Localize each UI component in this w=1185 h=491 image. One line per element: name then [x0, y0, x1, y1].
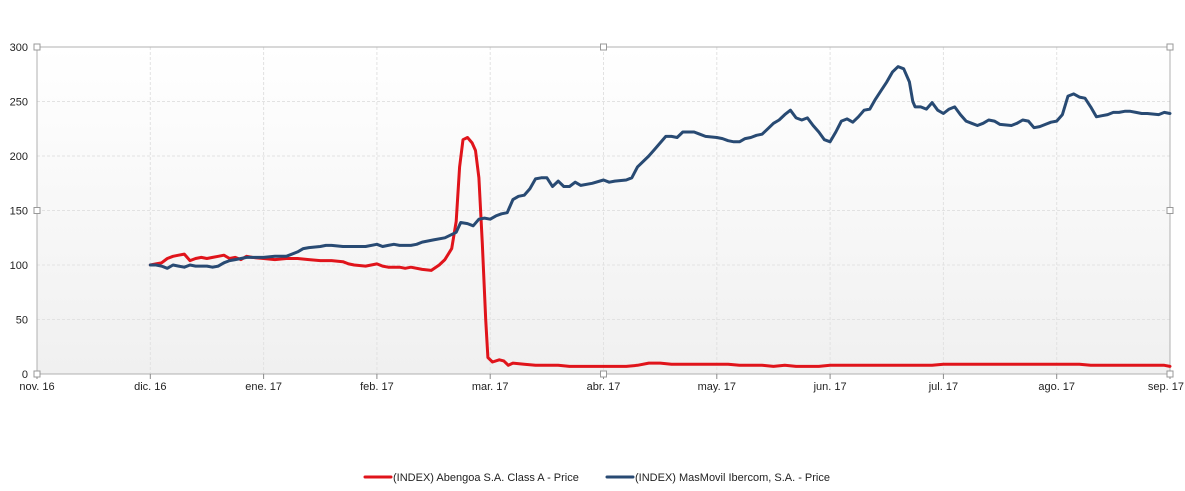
resize-handle[interactable] [33, 370, 41, 378]
x-tick-label: nov. 16 [19, 381, 54, 393]
x-tick-label: mar. 17 [472, 381, 509, 393]
x-tick-label: ago. 17 [1038, 381, 1075, 393]
series-lines [148, 65, 1172, 368]
x-tick-label: sep. 17 [1148, 381, 1184, 393]
legend-label: (INDEX) Abengoa S.A. Class A - Price [393, 472, 579, 484]
resize-handle[interactable] [1166, 207, 1174, 214]
y-tick-label: 0 [22, 369, 28, 381]
y-tick-label: 200 [10, 151, 28, 163]
vertical-gridlines [149, 47, 1058, 374]
legend-label: (INDEX) MasMovil Ibercom, S.A. - Price [635, 472, 830, 484]
x-tick-label: may. 17 [698, 381, 736, 393]
y-tick-label: 100 [10, 260, 28, 272]
resize-handle[interactable] [600, 370, 607, 378]
resize-handle[interactable] [33, 207, 41, 214]
x-tick-label: jul. 17 [928, 381, 958, 393]
resize-handle[interactable] [600, 43, 607, 51]
series-line-2 [148, 65, 1172, 270]
x-tick-label: dic. 16 [134, 381, 166, 393]
legend: (INDEX) Abengoa S.A. Class A - Price (IND… [363, 472, 830, 484]
y-tick-label: 300 [10, 42, 28, 54]
resize-handle[interactable] [1166, 43, 1174, 51]
x-tick-label: feb. 17 [360, 381, 394, 393]
resize-handle[interactable] [33, 43, 41, 51]
resize-handle[interactable] [1166, 370, 1174, 378]
y-tick-label: 150 [10, 206, 28, 218]
x-axis-labels: nov. 16 dic. 16 ene. 17 feb. 17 mar. 17 abr. … [19, 374, 1184, 393]
y-tick-label: 250 [10, 97, 28, 109]
resize-handles[interactable] [33, 43, 1174, 378]
y-tick-label: 50 [16, 315, 28, 327]
x-tick-label: ene. 17 [245, 381, 282, 393]
x-tick-label: abr. 17 [587, 381, 621, 393]
y-axis-labels: 0 50 100 150 200 250 300 [10, 42, 28, 381]
x-tick-label: jun. 17 [813, 381, 847, 393]
